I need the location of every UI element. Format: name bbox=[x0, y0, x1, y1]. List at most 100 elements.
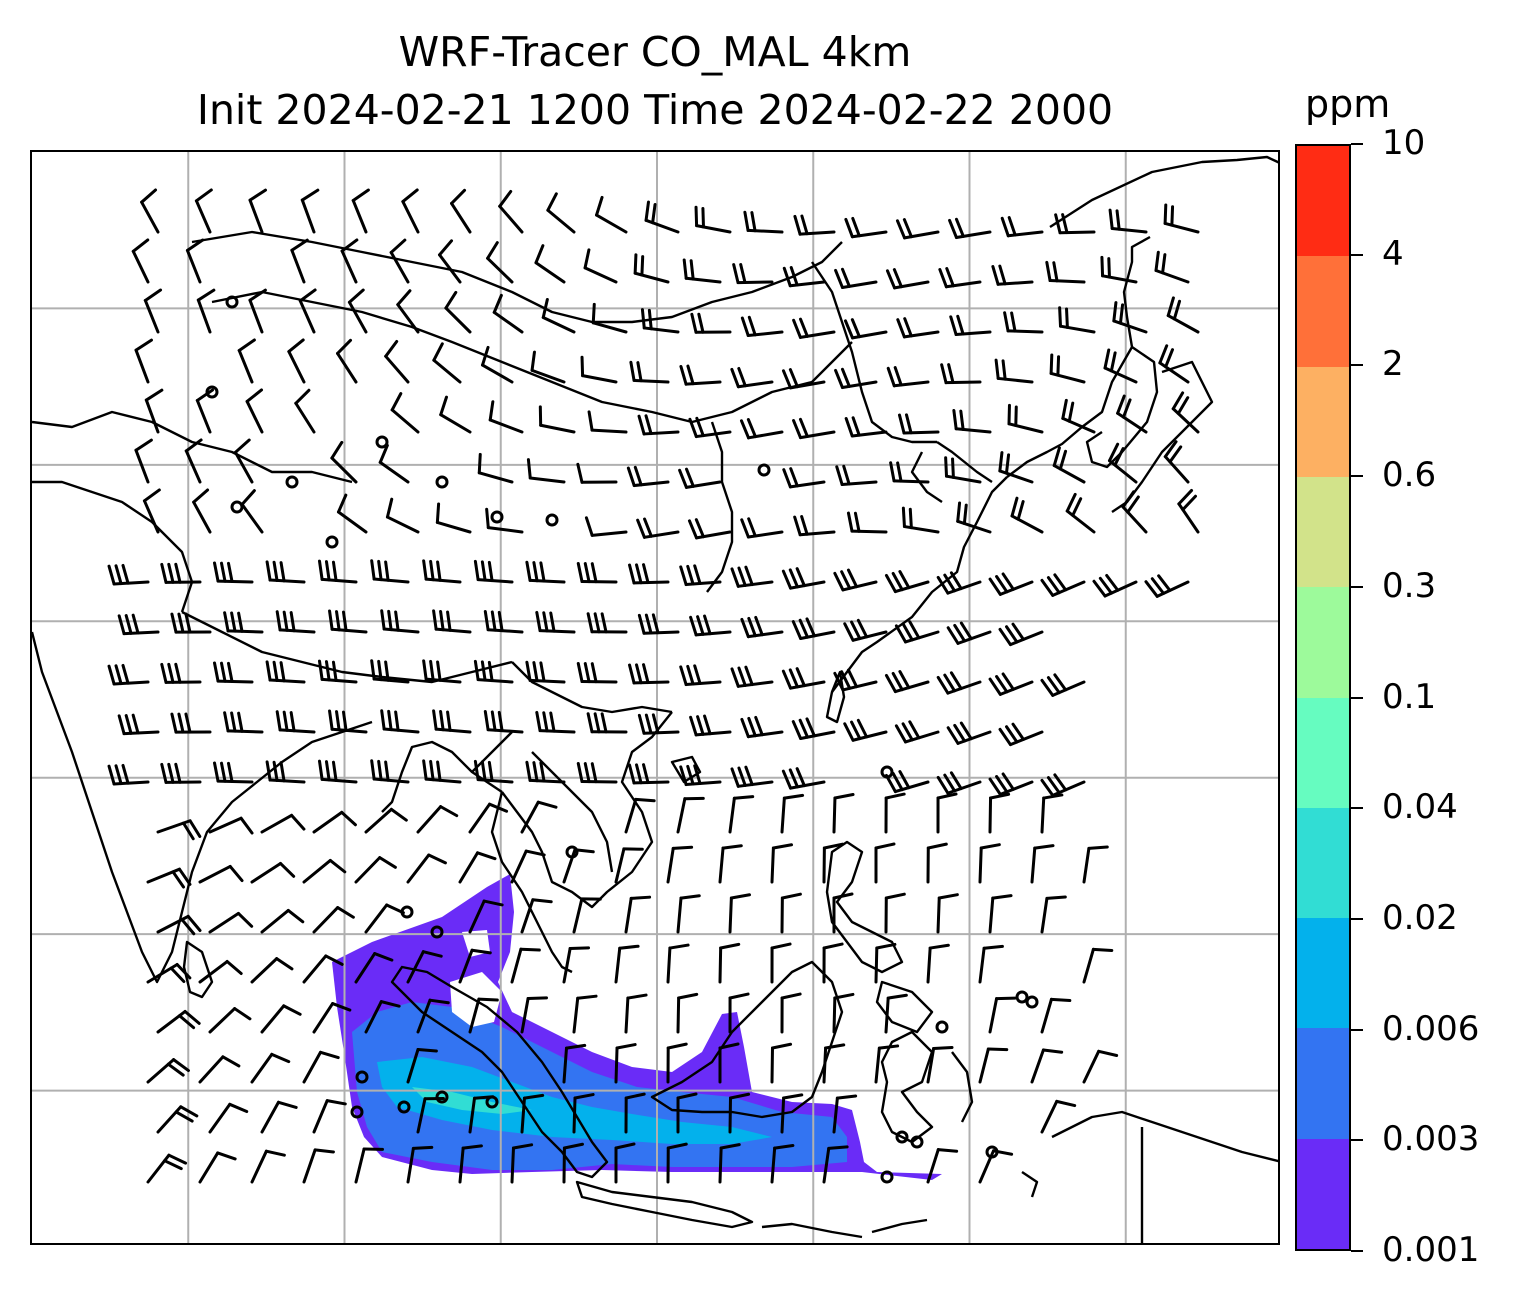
colorbar-segment bbox=[1297, 1028, 1349, 1139]
wind-barb bbox=[676, 1092, 698, 1134]
colorbar-segment bbox=[1297, 1138, 1349, 1249]
wind-barb bbox=[587, 410, 628, 434]
coast-burma bbox=[381, 740, 503, 813]
wind-barb bbox=[846, 511, 888, 534]
wind-barb bbox=[160, 662, 202, 684]
wind-barb bbox=[781, 667, 826, 690]
wind-barb bbox=[223, 611, 264, 634]
wind-barb bbox=[730, 565, 774, 588]
calm-wind-marker bbox=[397, 1100, 411, 1114]
wind-barb bbox=[535, 710, 576, 734]
wind-barb bbox=[340, 238, 359, 284]
wind-barb bbox=[614, 847, 644, 884]
wind-barb bbox=[260, 908, 305, 934]
wind-barb bbox=[1054, 213, 1096, 235]
wind-barb bbox=[389, 238, 410, 284]
wind-barb bbox=[770, 1144, 795, 1184]
wind-barb bbox=[439, 395, 472, 434]
coast-sumatra bbox=[390, 965, 609, 1179]
wind-barb bbox=[666, 1042, 688, 1084]
wind-barb bbox=[1108, 208, 1148, 234]
wind-barb bbox=[614, 1142, 636, 1184]
colorbar-tick-label: 0.1 bbox=[1382, 676, 1437, 717]
wind-barb bbox=[312, 1002, 352, 1034]
wind-barb bbox=[940, 363, 982, 385]
wind-barb bbox=[248, 288, 267, 334]
wind-barb bbox=[576, 462, 618, 484]
wind-barb bbox=[694, 205, 732, 234]
coast-taiwan bbox=[825, 670, 846, 724]
wind-barb bbox=[988, 996, 1017, 1034]
wind-barb bbox=[328, 709, 368, 734]
wind-barb bbox=[781, 368, 826, 390]
colorbar-segment bbox=[1297, 807, 1349, 919]
wind-barb bbox=[988, 792, 1011, 834]
calm-wind-marker bbox=[205, 385, 219, 399]
wind-barb bbox=[318, 559, 358, 584]
calm-wind-marker bbox=[545, 513, 559, 527]
wind-barb bbox=[1116, 394, 1148, 434]
wind-barb bbox=[198, 864, 244, 884]
coast-moluccas bbox=[951, 1051, 1039, 1198]
calm-wind-marker bbox=[225, 295, 239, 309]
wind-barb bbox=[473, 659, 514, 684]
wind-barb bbox=[730, 366, 774, 389]
wind-barb bbox=[956, 501, 992, 534]
wind-barb bbox=[835, 464, 878, 487]
wind-barb bbox=[1061, 398, 1096, 434]
wind-barb bbox=[886, 366, 930, 388]
wind-barb bbox=[432, 709, 472, 734]
colorbar-tick-mark bbox=[1351, 1028, 1363, 1031]
wind-barb bbox=[1158, 344, 1190, 384]
wind-barb bbox=[978, 843, 1001, 884]
calm-wind-marker bbox=[757, 463, 771, 477]
wind-barb bbox=[874, 842, 896, 884]
wind-barb bbox=[1000, 216, 1044, 238]
calm-wind-marker bbox=[430, 925, 444, 939]
wind-barb bbox=[781, 567, 826, 590]
wind-barb bbox=[998, 722, 1044, 747]
wind-barb bbox=[822, 942, 844, 984]
wind-barb bbox=[347, 288, 368, 334]
wind-barb bbox=[520, 898, 553, 934]
coast-lesser-sunda bbox=[761, 1218, 928, 1239]
coast-philippines bbox=[825, 840, 904, 974]
border-indochina-internal bbox=[471, 731, 614, 873]
wind-barb bbox=[583, 248, 618, 284]
colorbar-unit-label: ppm bbox=[1305, 82, 1391, 126]
colorbar-segment bbox=[1297, 587, 1349, 698]
wind-barb bbox=[770, 843, 794, 884]
wind-barb bbox=[884, 792, 906, 834]
wind-barb bbox=[988, 772, 1034, 796]
wind-barb bbox=[1040, 997, 1072, 1034]
wind-barb bbox=[156, 914, 202, 936]
wind-barb bbox=[988, 572, 1034, 596]
colorbar-tick-mark bbox=[1351, 1139, 1363, 1142]
wind-barb bbox=[213, 761, 254, 784]
wind-barb bbox=[938, 267, 982, 289]
wind-barb bbox=[546, 192, 576, 234]
wind-barb bbox=[562, 848, 595, 884]
wind-barb bbox=[576, 561, 618, 584]
wind-barb bbox=[477, 452, 514, 484]
wind-barb bbox=[834, 267, 878, 289]
wind-barb bbox=[1154, 250, 1190, 284]
wind-barb bbox=[740, 715, 784, 739]
wind-barb bbox=[633, 253, 670, 284]
wind-barb bbox=[1144, 574, 1190, 598]
wind-barb bbox=[525, 660, 566, 684]
wind-barb bbox=[998, 622, 1044, 647]
wind-barb bbox=[843, 718, 888, 742]
wind-barb bbox=[541, 297, 576, 334]
wind-barb bbox=[1007, 403, 1044, 434]
wind-barb bbox=[894, 620, 940, 644]
map-title-line-2: Init 2024-02-21 1200 Time 2024-02-22 200… bbox=[196, 86, 1114, 134]
wind-barbs bbox=[107, 188, 1200, 1184]
coast-sri-lanka bbox=[182, 940, 214, 999]
wind-barb bbox=[628, 563, 670, 585]
border-central-asia bbox=[32, 480, 194, 613]
wind-barb bbox=[666, 1142, 688, 1184]
calm-wind-marker bbox=[880, 1170, 894, 1184]
wind-barb bbox=[265, 660, 306, 684]
calm-wind-marker bbox=[1025, 995, 1039, 1009]
